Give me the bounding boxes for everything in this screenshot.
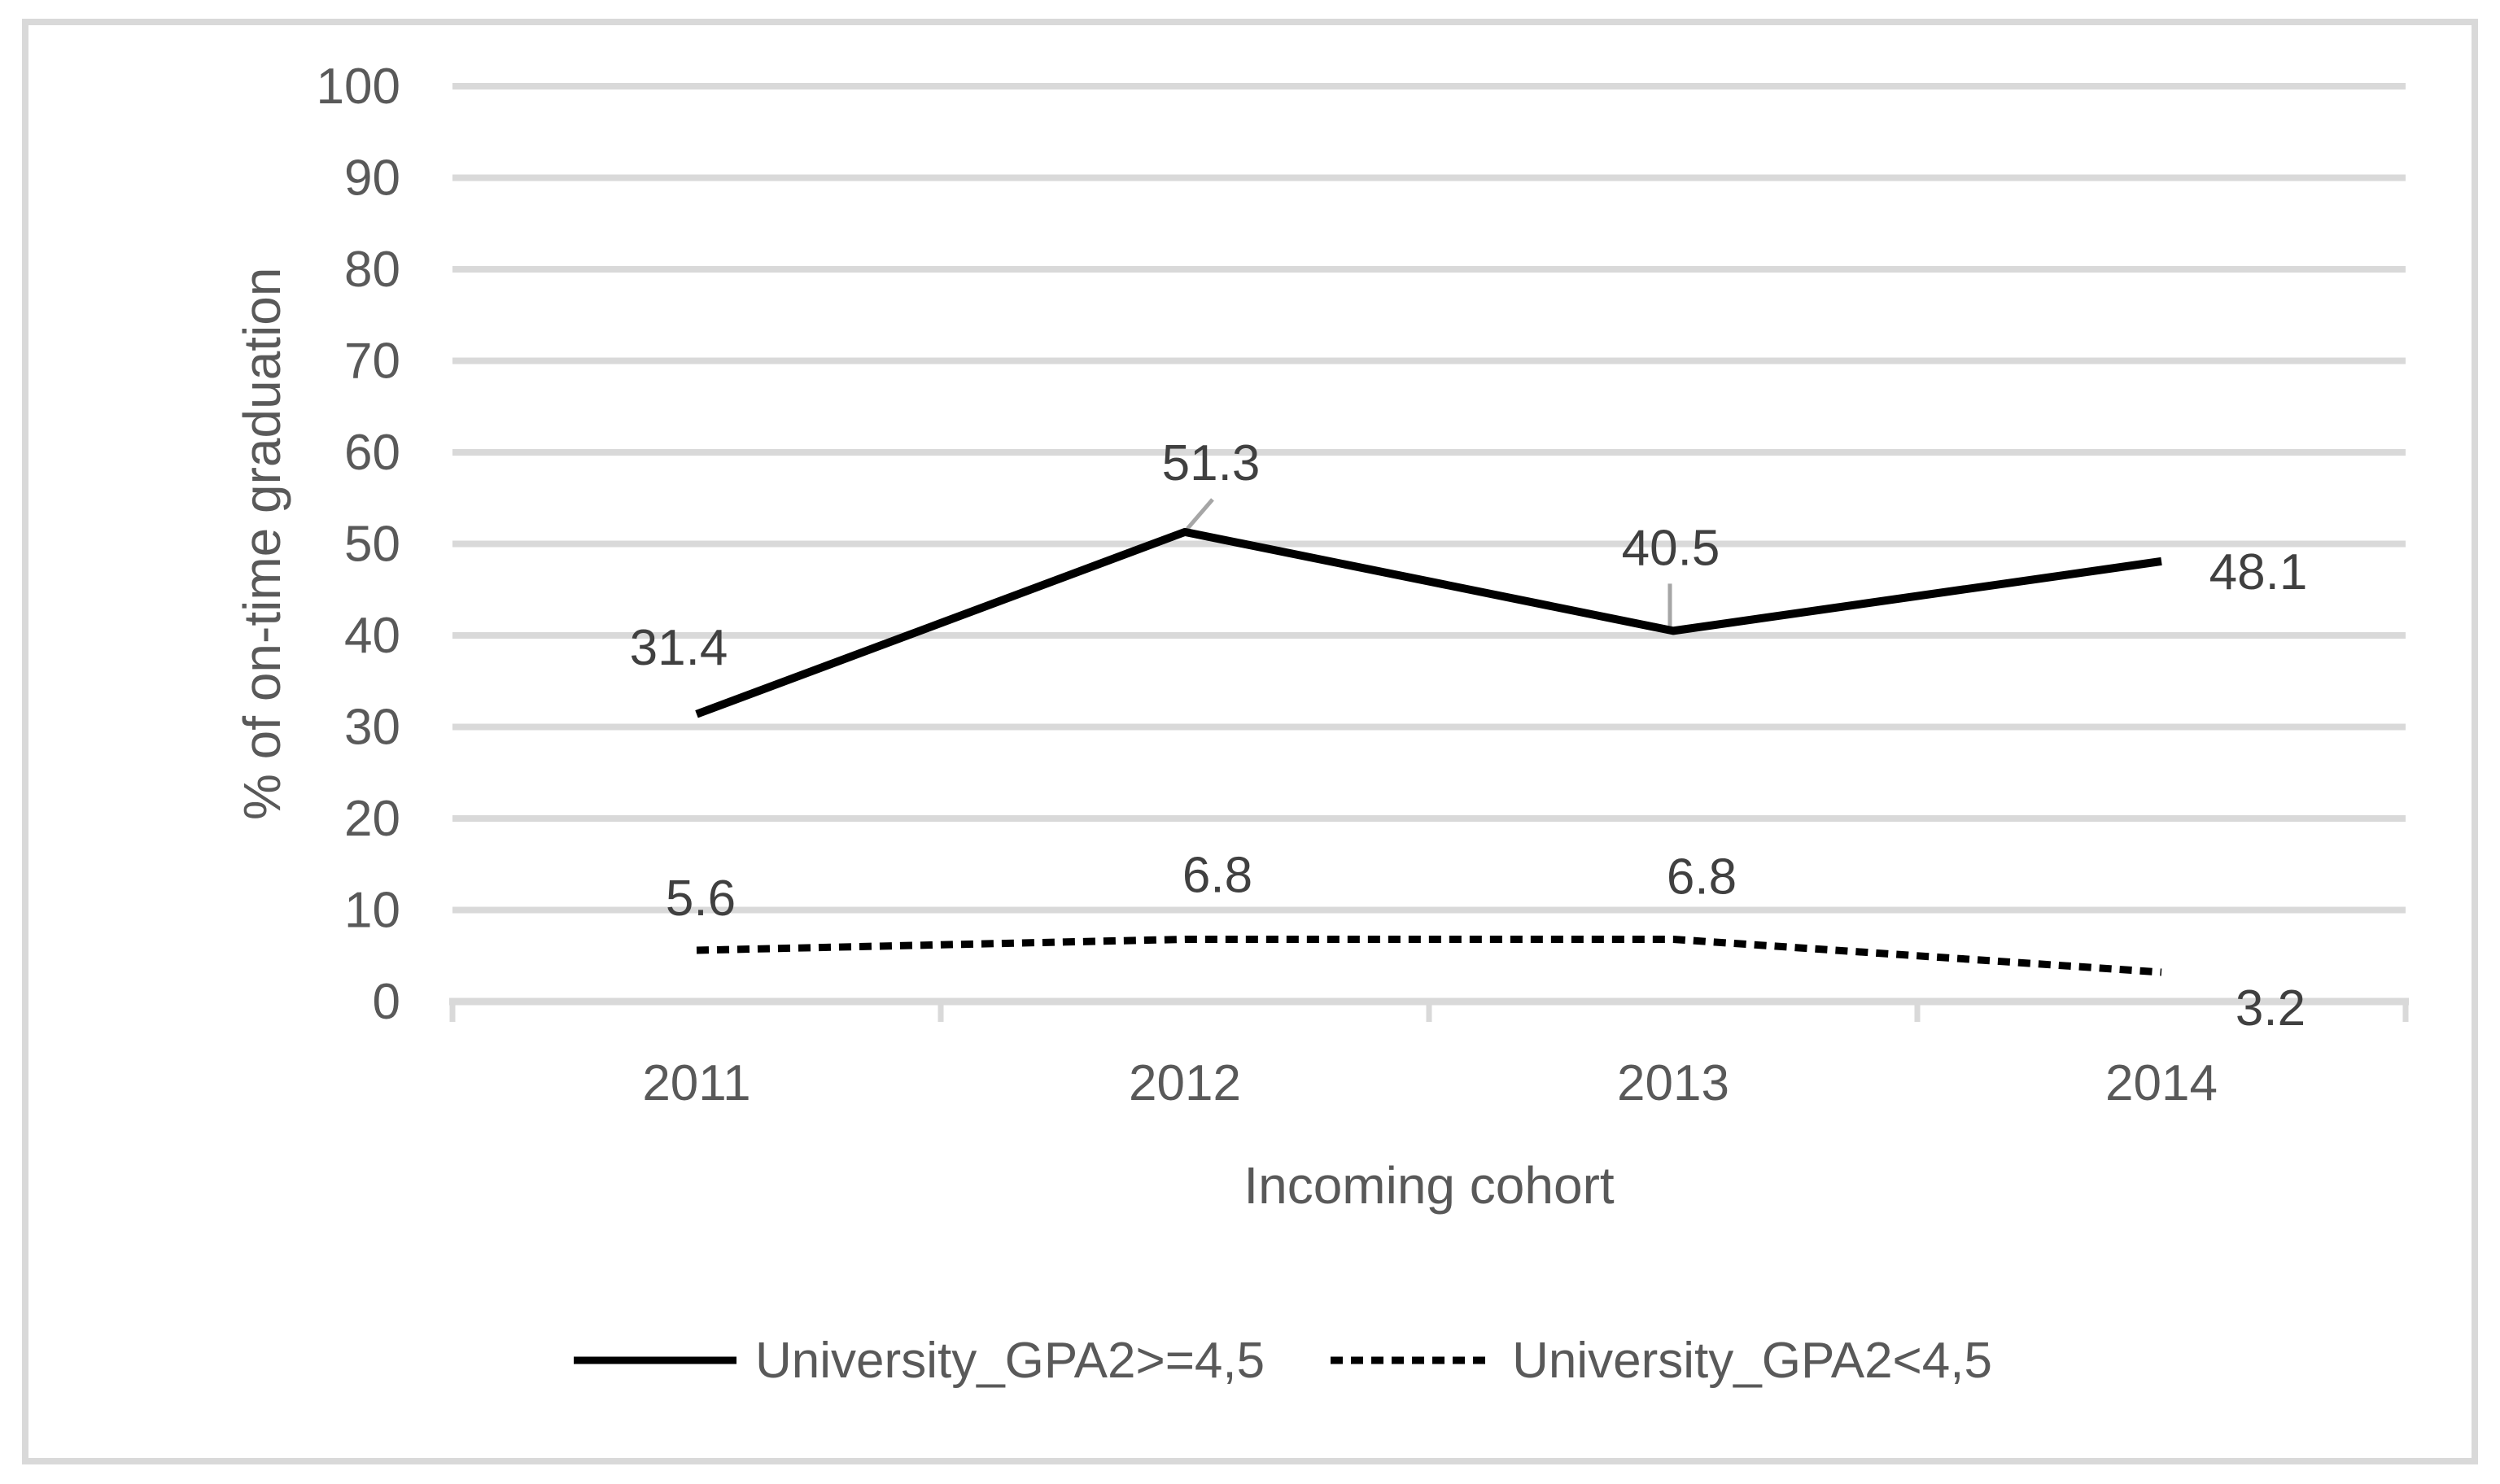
y-tick-label: 30 (344, 700, 400, 756)
legend-item-gpa-high: University_GPA2>=4,5 (573, 1332, 1265, 1390)
data-label: 5.6 (666, 871, 736, 927)
data-label: 6.8 (1182, 848, 1252, 904)
legend-label-gpa-low: University_GPA2<4,5 (1512, 1332, 1992, 1389)
y-tick-label: 60 (344, 425, 400, 481)
series-line-dashed (696, 936, 2162, 976)
legend-item-gpa-low: University_GPA2<4,5 (1330, 1332, 1992, 1390)
y-tick-label: 50 (344, 517, 400, 573)
data-label: 48.1 (2209, 544, 2308, 600)
data-label-leader-line (1186, 498, 1214, 530)
y-tick-label: 90 (344, 151, 400, 207)
data-label: 31.4 (630, 620, 728, 676)
series-line-solid (695, 527, 2162, 718)
legend-label-gpa-high: University_GPA2>=4,5 (755, 1332, 1265, 1389)
dashed-line-swatch (1331, 1356, 1494, 1364)
x-category-label: 2013 (1617, 1055, 1729, 1111)
solid-line-swatch (574, 1356, 737, 1364)
y-tick-label: 100 (317, 59, 400, 115)
y-tick-label: 20 (344, 791, 400, 847)
data-label: 6.8 (1667, 849, 1737, 906)
x-axis-title: Incoming cohort (1243, 1156, 1615, 1215)
y-tick-label: 80 (344, 242, 400, 298)
x-category-label: 2012 (1129, 1055, 1241, 1111)
y-tick-label: 0 (373, 974, 400, 1030)
x-category-label: 2014 (2105, 1055, 2218, 1111)
data-label: 40.5 (1622, 520, 1720, 576)
y-tick-label: 70 (344, 334, 400, 390)
y-tick-label: 10 (344, 883, 400, 939)
data-label: 51.3 (1162, 435, 1261, 491)
legend: University_GPA2>=4,5 University_GPA2<4,5 (33, 1326, 2500, 1395)
y-tick-label: 40 (344, 608, 400, 664)
y-axis-title: % of on-time graduation (233, 267, 291, 821)
x-category-label: 2011 (642, 1055, 750, 1111)
data-label: 3.2 (2236, 980, 2306, 1037)
